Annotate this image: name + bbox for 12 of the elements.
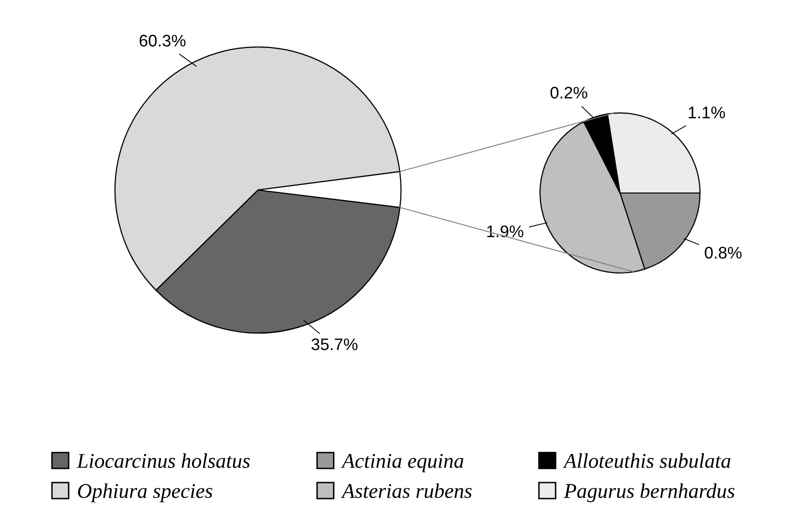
legend-label: Ophiura species xyxy=(78,483,212,502)
legend-label: Actinia equina xyxy=(340,454,464,472)
legend-label: Liocarcinus holsatus xyxy=(76,453,250,468)
legend-label: Pagurus bernhardus xyxy=(564,483,734,502)
data-label: 1.1% xyxy=(688,106,725,118)
data-label: 60.3% xyxy=(140,34,186,47)
data-label: 0.2% xyxy=(550,86,588,99)
data-label: 1.9% xyxy=(487,225,524,238)
legend-label: Alloteuthis subulata xyxy=(562,453,730,468)
data-label: 0.8% xyxy=(704,246,742,259)
data-label: 35.7% xyxy=(311,338,358,350)
legend-label: Asterias rubens xyxy=(340,483,472,498)
